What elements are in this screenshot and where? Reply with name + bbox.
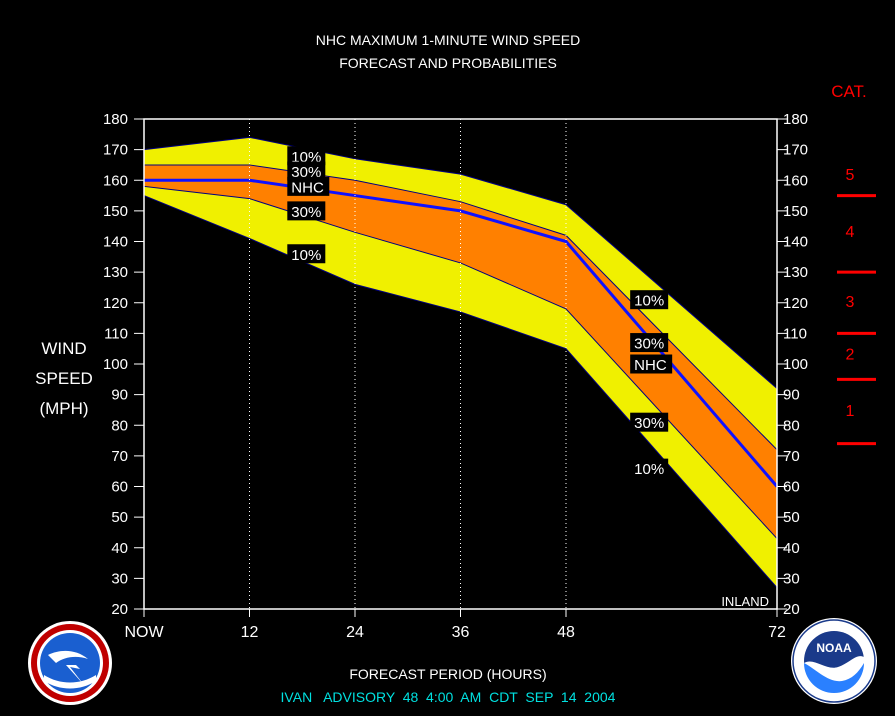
- y-tick-label-right: 120: [783, 295, 808, 312]
- annotation-box: [630, 458, 669, 478]
- y-tick-label-right: 100: [783, 356, 808, 373]
- y-axis-label-line3: (MPH): [39, 399, 88, 418]
- y-tick-label-left: 70: [111, 448, 128, 465]
- series-line-nhc: [144, 178, 779, 488]
- y-tick-label-left: 160: [103, 172, 128, 189]
- y-tick-label-left: 140: [103, 234, 128, 251]
- y-tick-label-right: 110: [783, 325, 807, 342]
- advisory-footer: IVAN ADVISORY 48 4:00 AM CDT SEP 14 2004: [281, 689, 616, 705]
- y-tick-label-right: 140: [783, 234, 808, 251]
- annotation-label: 30%: [634, 415, 664, 432]
- annotation-label: 30%: [291, 204, 321, 221]
- annotation-box: [630, 412, 669, 432]
- annotation-label: 30%: [634, 336, 664, 353]
- series-edge-line: [144, 164, 778, 451]
- y-tick-label-right: 60: [783, 479, 800, 496]
- y-tick-label-right: 50: [783, 509, 800, 526]
- y-tick-label-left: 100: [103, 356, 128, 373]
- y-tick-label-left: 40: [111, 540, 128, 557]
- annotation-box: [287, 244, 326, 264]
- annotation-label: 30%: [291, 164, 321, 181]
- category-label: 5: [846, 167, 855, 184]
- x-tick-label: 36: [452, 624, 470, 641]
- x-axis-label: FORECAST PERIOD (HOURS): [349, 666, 546, 682]
- annotation-box: [630, 354, 673, 374]
- chart-title: NHC MAXIMUM 1-MINUTE WIND SPEED: [316, 32, 580, 48]
- annotation-box: [287, 176, 330, 196]
- y-tick-label-left: 30: [111, 570, 128, 587]
- annotation-box: [630, 290, 669, 310]
- y-tick-label-left: 80: [111, 417, 128, 434]
- series-edge-line: [143, 185, 778, 539]
- y-tick-label-right: 40: [783, 540, 800, 557]
- y-tick-label-right: 70: [783, 448, 800, 465]
- y-axis-label-line2: SPEED: [35, 369, 93, 388]
- y-tick-label-left: 110: [104, 325, 128, 342]
- y-tick-label-right: 20: [783, 601, 800, 618]
- y-axis-label-line1: WIND: [41, 339, 86, 358]
- y-tick-label-left: 150: [103, 203, 128, 220]
- annotation-box: [630, 333, 669, 353]
- y-tick-label-left: 20: [111, 601, 128, 618]
- annotation-label: 10%: [634, 293, 664, 310]
- annotation-box: [287, 201, 326, 221]
- y-tick-label-left: 90: [111, 387, 128, 404]
- x-tick-label: 72: [768, 624, 786, 641]
- annotation-box: [287, 161, 326, 181]
- x-tick-label: 24: [346, 624, 364, 641]
- y-tick-label-right: 170: [783, 142, 808, 159]
- category-title: CAT.: [831, 82, 867, 101]
- y-tick-label-left: 130: [103, 264, 128, 281]
- annotation-label: 10%: [291, 149, 321, 166]
- nws-logo: [28, 621, 112, 705]
- x-tick-label: NOW: [124, 624, 164, 641]
- y-tick-label-right: 130: [783, 264, 808, 281]
- y-tick-label-left: 120: [103, 295, 128, 312]
- annotation-label: NHC: [291, 179, 324, 196]
- y-tick-label-left: 60: [111, 479, 128, 496]
- y-tick-label-right: 90: [783, 387, 800, 404]
- plot-area: 20 20 30 30 40 40 50 50 60 60 70 70 80 80 90 90 100 100 11…: [103, 111, 808, 641]
- category-label: 4: [846, 224, 855, 241]
- y-tick-label-right: 160: [783, 172, 808, 189]
- y-tick-label-left: 50: [111, 509, 128, 526]
- annotation-label: 10%: [291, 247, 321, 264]
- chart-subtitle: FORECAST AND PROBABILITIES: [339, 55, 557, 71]
- annotation-label: NHC: [634, 357, 667, 374]
- x-tick-label: 48: [557, 624, 575, 641]
- y-tick-label-left: 170: [103, 142, 128, 159]
- y-tick-label-right: 80: [783, 417, 800, 434]
- category-label: 3: [846, 294, 855, 311]
- annotation-label: 10%: [634, 461, 664, 478]
- y-tick-label-right: 150: [783, 203, 808, 220]
- y-tick-label-right: 30: [783, 570, 800, 587]
- annotation-box: [287, 146, 326, 166]
- y-tick-label-left: 180: [103, 111, 128, 128]
- series-edge-line: [143, 136, 778, 389]
- series-edge-line: [143, 195, 778, 588]
- svg-text:NOAA: NOAA: [816, 641, 852, 655]
- category-label: 1: [846, 403, 855, 420]
- category-label: 2: [846, 346, 855, 363]
- x-tick-label: 12: [241, 624, 259, 641]
- noaa-logo: NOAA: [791, 618, 877, 704]
- inland-label: INLAND: [721, 594, 769, 609]
- y-tick-label-right: 180: [783, 111, 808, 128]
